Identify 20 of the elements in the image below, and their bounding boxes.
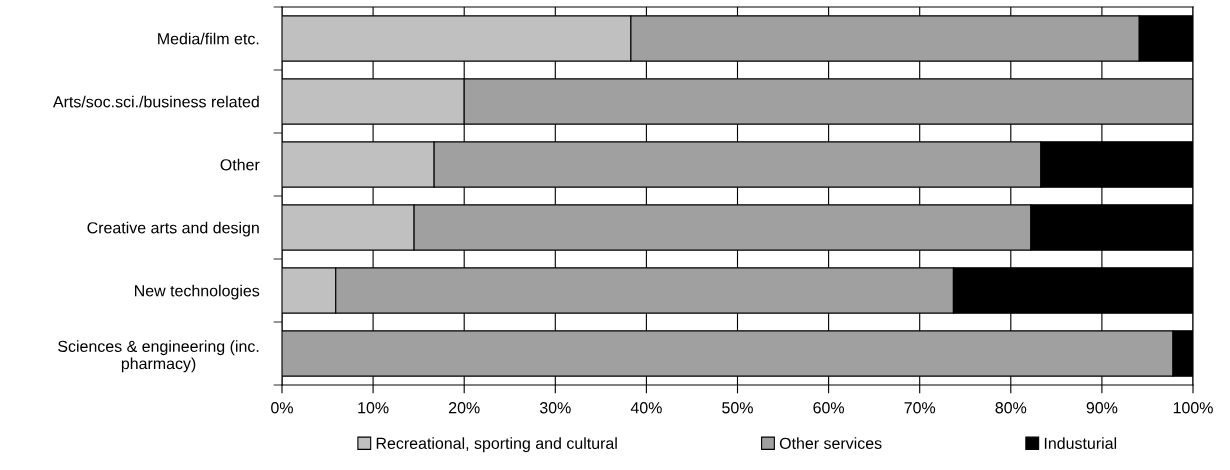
x-tick-label: 50% <box>722 402 753 414</box>
y-tick-label: Creative arts and design <box>87 221 259 237</box>
x-tick-label: 100% <box>1173 402 1213 414</box>
x-tick-label: 30% <box>539 402 571 414</box>
x-tick-label: 20% <box>449 402 480 414</box>
y-tick-label: Other <box>220 158 260 171</box>
y-tick-label: Arts/soc.sci./business related <box>52 95 259 108</box>
x-tick-label: 60% <box>813 402 845 414</box>
legend-label: Recreational, sporting and cultural <box>376 437 617 453</box>
legend-label: Other services <box>779 437 882 449</box>
x-tick-label: 40% <box>630 402 662 414</box>
x-tick-label: 90% <box>1086 402 1118 414</box>
y-tick-label: Media/film etc. <box>158 32 259 45</box>
y-tick-label: Sciences & engineering (inc. pharmacy) <box>58 340 259 373</box>
x-tick-label: 10% <box>358 402 389 414</box>
legend-label: Industurial <box>1044 437 1117 449</box>
x-tick-label: 0% <box>271 402 293 414</box>
x-tick-label: 80% <box>995 402 1027 414</box>
x-tick-label: 70% <box>904 402 936 414</box>
y-tick-label: New technologies <box>135 284 260 300</box>
